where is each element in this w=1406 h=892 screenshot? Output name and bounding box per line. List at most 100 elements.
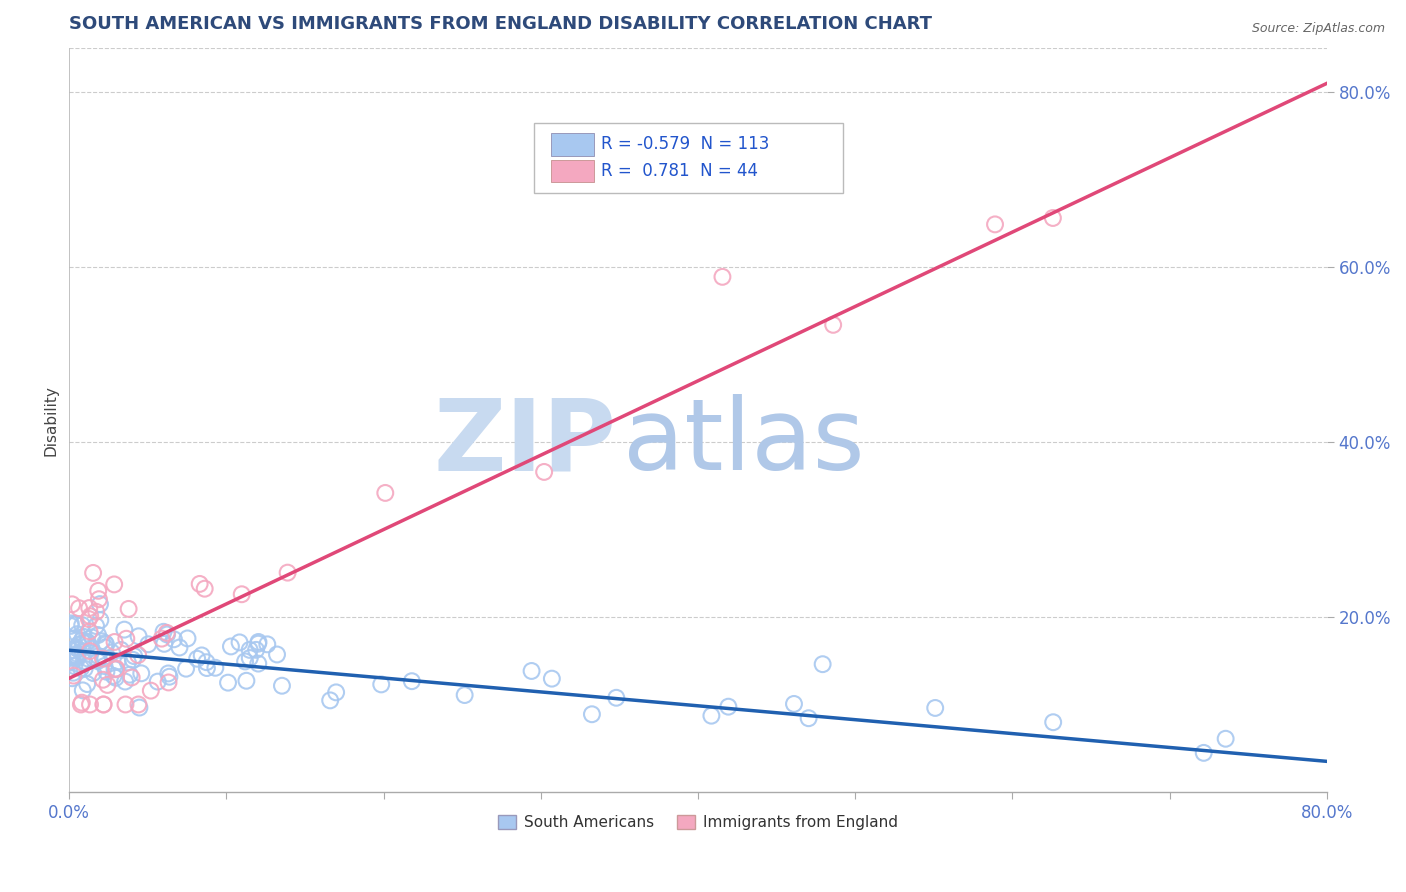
Point xyxy=(139,683,162,698)
Point xyxy=(319,693,342,707)
Point xyxy=(235,673,257,688)
Point xyxy=(325,685,347,699)
Point xyxy=(823,318,845,332)
Point xyxy=(91,651,114,665)
Point xyxy=(104,671,127,685)
Point xyxy=(72,683,94,698)
Point xyxy=(163,632,186,647)
Point xyxy=(103,577,125,591)
Text: atlas: atlas xyxy=(623,394,865,491)
Point xyxy=(245,643,267,657)
Point xyxy=(94,651,117,665)
Point xyxy=(924,701,946,715)
Point xyxy=(103,669,125,683)
Point xyxy=(70,633,93,648)
Point xyxy=(93,698,115,712)
Point xyxy=(541,672,564,686)
Point xyxy=(239,651,262,665)
Point xyxy=(188,577,211,591)
Point xyxy=(115,632,138,646)
Point xyxy=(217,675,239,690)
Point xyxy=(65,640,87,655)
Point xyxy=(783,697,806,711)
Point xyxy=(94,636,117,650)
Point xyxy=(77,601,100,615)
Point xyxy=(176,632,198,646)
Point xyxy=(128,700,150,714)
Point xyxy=(103,662,125,676)
Point xyxy=(118,667,141,681)
Point xyxy=(370,677,392,691)
Point xyxy=(195,655,218,669)
Point xyxy=(70,661,93,675)
Point xyxy=(127,648,149,662)
Point xyxy=(153,637,176,651)
Point xyxy=(62,668,84,682)
Point xyxy=(72,636,94,650)
Point xyxy=(90,634,112,648)
Point xyxy=(89,597,111,611)
Point xyxy=(65,617,87,632)
Point xyxy=(84,619,107,633)
Point xyxy=(157,670,180,684)
Point xyxy=(277,566,299,580)
Point xyxy=(122,649,145,664)
Point xyxy=(581,707,603,722)
Point xyxy=(91,673,114,687)
Point xyxy=(110,643,132,657)
Point xyxy=(266,648,288,662)
Point xyxy=(60,649,83,664)
Point xyxy=(60,643,83,657)
Point xyxy=(94,637,117,651)
Point xyxy=(122,653,145,667)
Point xyxy=(700,708,723,723)
Point xyxy=(72,645,94,659)
Point xyxy=(66,627,89,641)
Point xyxy=(231,587,253,601)
Point xyxy=(96,678,118,692)
Point xyxy=(59,619,82,633)
Point xyxy=(70,696,93,710)
Point xyxy=(186,652,208,666)
Point xyxy=(84,605,107,619)
Legend: South Americans, Immigrants from England: South Americans, Immigrants from England xyxy=(492,809,904,837)
Point xyxy=(70,698,93,712)
Point xyxy=(60,597,83,611)
Point xyxy=(76,634,98,648)
Point xyxy=(66,649,89,664)
Point xyxy=(247,637,270,651)
Point xyxy=(157,675,180,690)
Point xyxy=(605,690,627,705)
FancyBboxPatch shape xyxy=(551,133,593,155)
Point xyxy=(121,670,143,684)
Point xyxy=(239,643,262,657)
Point xyxy=(63,650,86,665)
Point xyxy=(156,627,179,641)
Point xyxy=(105,662,128,676)
Point xyxy=(60,651,83,665)
FancyBboxPatch shape xyxy=(534,123,842,194)
Point xyxy=(77,612,100,626)
Point xyxy=(228,635,250,649)
Point xyxy=(136,637,159,651)
Point xyxy=(82,566,104,580)
Point xyxy=(112,623,135,637)
Point xyxy=(117,656,139,670)
Point xyxy=(79,624,101,639)
Point xyxy=(256,637,278,651)
Point xyxy=(1215,731,1237,746)
Point xyxy=(401,674,423,689)
Point xyxy=(146,674,169,689)
Point xyxy=(93,698,115,712)
Y-axis label: Disability: Disability xyxy=(44,384,58,456)
Point xyxy=(70,618,93,632)
Point xyxy=(157,666,180,681)
Point xyxy=(87,583,110,598)
Point xyxy=(247,657,270,671)
Point xyxy=(66,642,89,657)
Point xyxy=(73,654,96,668)
Point xyxy=(76,677,98,691)
Point xyxy=(66,651,89,665)
Point xyxy=(59,616,82,631)
Point xyxy=(533,465,555,479)
